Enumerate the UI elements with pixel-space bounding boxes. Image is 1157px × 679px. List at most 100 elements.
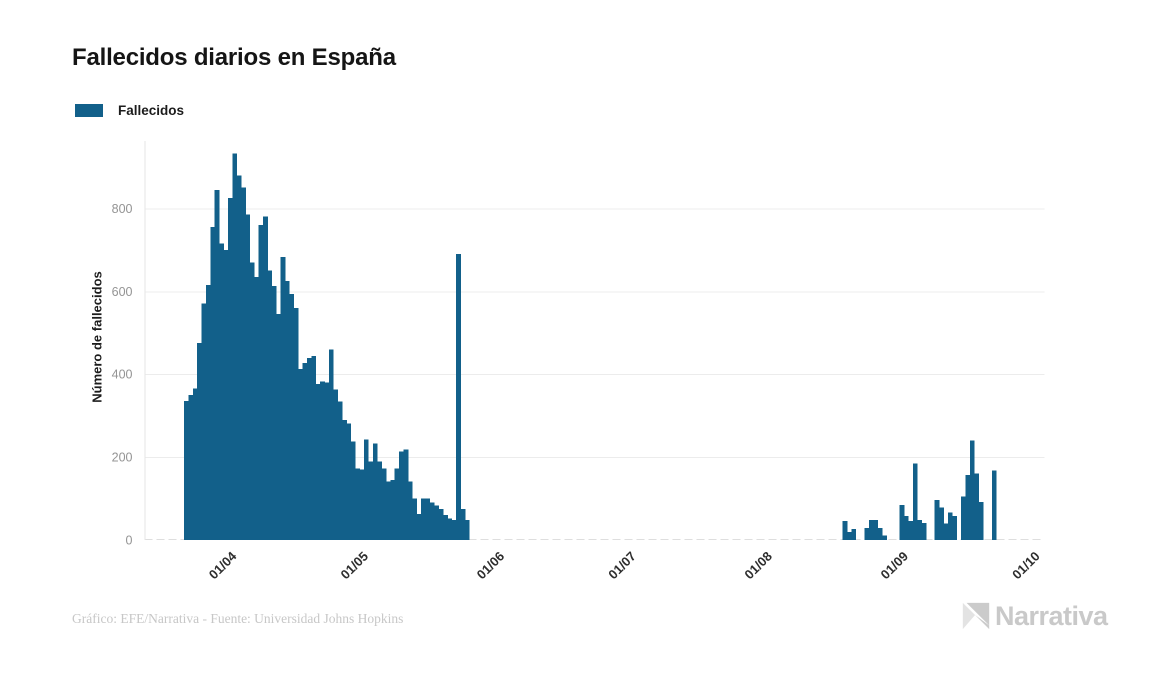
bar[interactable] — [192, 388, 198, 540]
bar[interactable] — [864, 527, 870, 540]
bar[interactable] — [359, 469, 365, 540]
bar[interactable] — [912, 463, 918, 540]
bar[interactable] — [842, 520, 848, 540]
x-tick-label: 01/10 — [1009, 549, 1043, 583]
bar[interactable] — [381, 468, 387, 540]
bar[interactable] — [908, 520, 914, 540]
bar[interactable] — [364, 439, 369, 540]
bar[interactable] — [899, 504, 905, 540]
bar[interactable] — [210, 227, 216, 541]
bar[interactable] — [952, 515, 957, 540]
legend-swatch — [75, 104, 103, 117]
bar[interactable] — [851, 529, 857, 540]
bar[interactable] — [298, 369, 303, 540]
bar[interactable] — [311, 355, 317, 540]
bar[interactable] — [355, 468, 360, 540]
chart-title: Fallecidos diarios en España — [72, 44, 396, 71]
bar[interactable] — [315, 384, 321, 540]
bar[interactable] — [390, 479, 396, 540]
bar[interactable] — [934, 499, 940, 540]
bar[interactable] — [877, 527, 883, 540]
bar[interactable] — [882, 535, 887, 540]
bar[interactable] — [460, 508, 466, 540]
bar[interactable] — [921, 523, 927, 540]
bar[interactable] — [232, 153, 238, 540]
bar[interactable] — [385, 481, 391, 540]
bar[interactable] — [394, 468, 400, 540]
bar[interactable] — [943, 523, 949, 540]
bar[interactable] — [846, 532, 852, 540]
bar[interactable] — [333, 389, 339, 540]
bar[interactable] — [425, 498, 431, 540]
bar[interactable] — [263, 216, 268, 540]
bar[interactable] — [280, 256, 286, 540]
bar[interactable] — [429, 502, 435, 540]
bar[interactable] — [407, 481, 413, 540]
bar[interactable] — [873, 520, 878, 540]
bar[interactable] — [947, 512, 953, 540]
bar[interactable] — [350, 441, 356, 540]
bar[interactable] — [241, 187, 246, 540]
bar[interactable] — [416, 513, 422, 540]
y-tick-label: 600 — [112, 285, 133, 299]
bar[interactable] — [249, 262, 255, 540]
bar[interactable] — [205, 285, 211, 540]
bar[interactable] — [939, 507, 944, 540]
bar[interactable] — [377, 461, 382, 540]
bar[interactable] — [961, 496, 966, 540]
bar[interactable] — [399, 451, 404, 540]
bar[interactable] — [438, 508, 444, 540]
bar[interactable] — [434, 505, 439, 540]
bar[interactable] — [227, 198, 233, 540]
bar[interactable] — [969, 440, 975, 540]
bar[interactable] — [258, 224, 264, 540]
bar[interactable] — [289, 293, 295, 540]
bar[interactable] — [337, 401, 343, 540]
bar[interactable] — [903, 515, 909, 540]
x-tick-label: 01/05 — [338, 549, 372, 583]
bar[interactable] — [368, 461, 374, 540]
bar[interactable] — [320, 381, 325, 540]
bar[interactable] — [302, 363, 308, 540]
bar[interactable] — [412, 498, 418, 540]
bar[interactable] — [245, 214, 251, 540]
bar[interactable] — [276, 314, 281, 540]
bar[interactable] — [236, 175, 242, 540]
brand-logo: Narrativa — [960, 600, 1108, 632]
bar[interactable] — [267, 270, 273, 540]
bar[interactable] — [306, 358, 312, 540]
bar[interactable] — [974, 473, 979, 540]
bar[interactable] — [284, 280, 290, 540]
bar[interactable] — [346, 423, 352, 540]
bar[interactable] — [219, 243, 224, 541]
bar[interactable] — [372, 443, 378, 540]
bar[interactable] — [197, 343, 202, 540]
bar[interactable] — [991, 470, 997, 540]
bar[interactable] — [214, 189, 220, 540]
bar[interactable] — [443, 515, 448, 540]
bar[interactable] — [271, 285, 277, 540]
bar[interactable] — [184, 401, 189, 540]
x-tick-label: 01/06 — [474, 549, 508, 583]
bar[interactable] — [293, 307, 299, 540]
bar[interactable] — [188, 394, 194, 540]
bar[interactable] — [965, 474, 971, 540]
bar[interactable] — [464, 520, 470, 540]
bar[interactable] — [254, 276, 259, 540]
bar[interactable] — [403, 449, 409, 540]
bar[interactable] — [868, 520, 874, 540]
bar[interactable] — [447, 518, 453, 540]
bar[interactable] — [201, 303, 207, 540]
bar[interactable] — [451, 520, 457, 540]
bar[interactable] — [978, 501, 984, 540]
bar[interactable] — [456, 254, 461, 540]
legend-item-fallecidos[interactable]: Fallecidos — [75, 103, 184, 118]
bar[interactable] — [324, 382, 330, 540]
bar[interactable] — [223, 249, 229, 540]
bar[interactable] — [421, 498, 426, 540]
bar[interactable] — [342, 420, 347, 540]
bar[interactable] — [917, 520, 922, 540]
bar[interactable] — [328, 349, 334, 540]
x-tick-label: 01/04 — [206, 548, 240, 582]
